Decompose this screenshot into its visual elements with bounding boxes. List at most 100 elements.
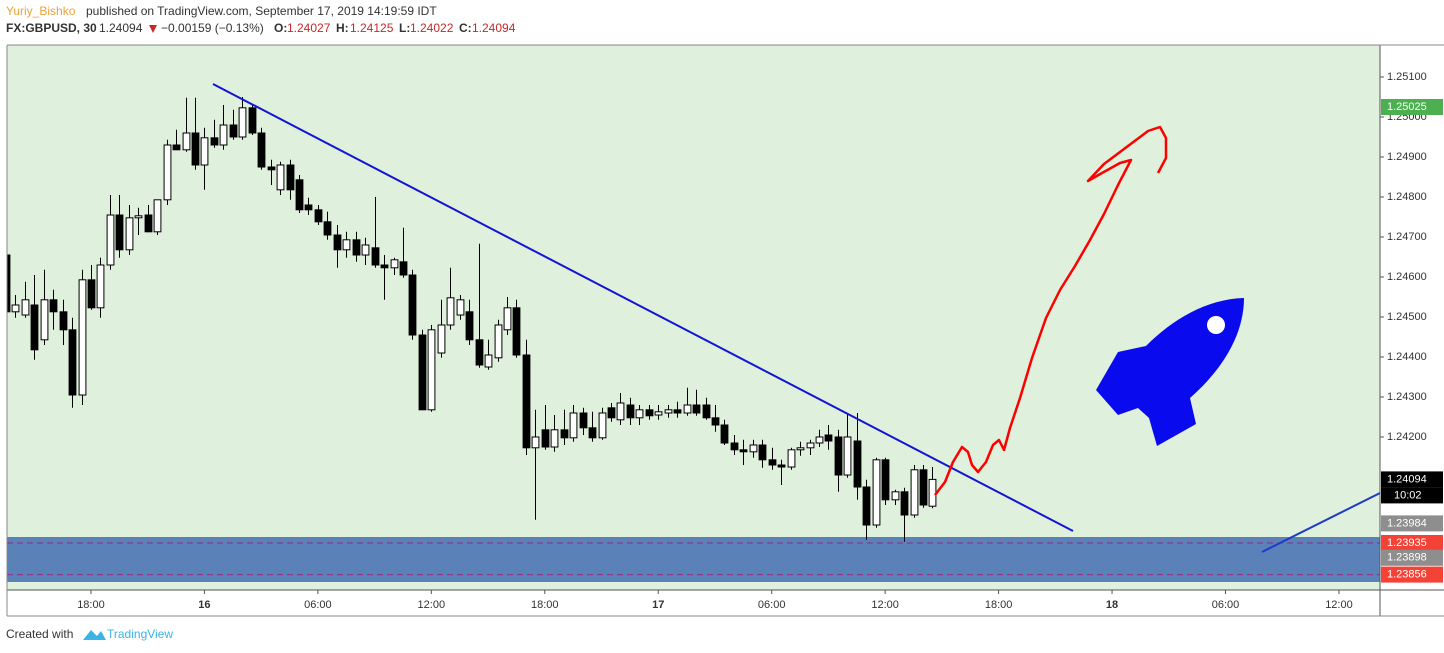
- x-tick-label: 12:00: [418, 599, 446, 611]
- x-tick-label: 18:00: [985, 599, 1013, 611]
- candle-body: [560, 429, 569, 439]
- footer: Created with: [6, 627, 73, 641]
- candle-body: [68, 329, 77, 396]
- candle-body: [635, 409, 644, 419]
- candle-body: [219, 124, 228, 146]
- candle-body: [541, 429, 550, 448]
- low-value: 1.24022: [410, 21, 454, 35]
- symbol: FX:GBPUSD, 30: [6, 21, 97, 35]
- close-label: C:: [459, 21, 472, 35]
- candle-body: [191, 132, 200, 166]
- candle-body: [531, 436, 540, 449]
- down-arrow: [149, 25, 157, 33]
- candle-body: [87, 279, 96, 309]
- y-tick-label: 1.24600: [1387, 271, 1427, 283]
- y-tick-label: 1.25100: [1387, 71, 1427, 83]
- x-tick-label: 18:00: [77, 599, 105, 611]
- candle-body: [824, 434, 833, 442]
- price-marker-label: 1.24094: [1387, 473, 1427, 485]
- x-tick-label: 18:00: [531, 599, 559, 611]
- candle-body: [229, 124, 238, 138]
- candle-body: [437, 324, 446, 354]
- price-marker-label: 1.23984: [1387, 517, 1427, 529]
- candle-body: [30, 304, 39, 351]
- price-marker-label: 1.23856: [1387, 569, 1427, 581]
- candle-body: [598, 412, 607, 439]
- candle-body: [616, 402, 625, 421]
- publish-info: published on TradingView.com, September …: [86, 4, 437, 18]
- y-tick-label: 1.24500: [1387, 311, 1427, 323]
- x-tick-label: 12:00: [1325, 599, 1353, 611]
- candle-body: [153, 199, 162, 233]
- candle-body: [106, 214, 115, 266]
- price-marker: [1381, 535, 1443, 551]
- candle-body: [881, 459, 890, 501]
- y-tick-label: 1.24900: [1387, 151, 1427, 163]
- candle-body: [380, 264, 389, 269]
- candle-body: [182, 132, 191, 151]
- plot-background: [7, 45, 1380, 590]
- x-tick-label: 06:00: [304, 599, 332, 611]
- candle-body: [626, 404, 635, 419]
- candle-body: [512, 307, 521, 356]
- candle-body: [456, 299, 465, 316]
- x-tick-label: 06:00: [758, 599, 786, 611]
- candle-body: [768, 459, 777, 466]
- rocket: [1096, 298, 1244, 446]
- y-tick-label: 1.24300: [1387, 391, 1427, 403]
- trend-line: [212, 83, 1074, 532]
- candle-body: [730, 442, 739, 451]
- candle-body: [295, 179, 304, 211]
- candle-body: [834, 436, 843, 476]
- candle-body: [910, 469, 919, 516]
- candle-body: [427, 329, 436, 411]
- x-tick-label: 12:00: [871, 599, 899, 611]
- trend-line-2: [1261, 492, 1380, 553]
- x-tick-label: 18: [1106, 599, 1118, 611]
- high-label: H:: [336, 21, 349, 35]
- change: −0.00159 (−0.13%): [161, 21, 264, 35]
- candle-body: [408, 274, 417, 336]
- candle-body: [673, 409, 682, 414]
- candle-body: [276, 164, 285, 191]
- candle-body: [172, 144, 181, 151]
- candle-body: [78, 279, 87, 396]
- candle-body: [484, 354, 493, 368]
- open-label: O:: [274, 21, 287, 35]
- candle-body: [96, 264, 105, 309]
- candle-body: [248, 107, 257, 134]
- candle-body: [702, 404, 711, 419]
- candle-body: [872, 459, 881, 526]
- tv-logo: [83, 630, 106, 640]
- price-marker-label: 1.23935: [1387, 537, 1427, 549]
- candle-body: [40, 299, 49, 341]
- price-marker: [1381, 471, 1443, 488]
- price-marker: [1381, 566, 1443, 583]
- low-label: L:: [399, 21, 410, 35]
- candle-body: [711, 417, 720, 426]
- candle-body: [475, 339, 484, 366]
- candle-body: [579, 412, 588, 429]
- candle-body: [361, 244, 370, 256]
- candle-body: [257, 132, 266, 168]
- close-value: 1.24094: [472, 21, 516, 35]
- drawings: [212, 83, 1380, 553]
- candle-body: [418, 334, 427, 411]
- candle-body: [11, 304, 20, 313]
- candle-body: [371, 247, 380, 266]
- candle-body: [7, 254, 11, 313]
- x-tick-label: 06:00: [1212, 599, 1240, 611]
- candle-body: [806, 442, 815, 449]
- rocket-window: [1207, 316, 1225, 334]
- price-marker: [1381, 515, 1443, 532]
- candle-body: [588, 427, 597, 439]
- candle-body: [115, 214, 124, 251]
- y-tick-label: 1.24700: [1387, 231, 1427, 243]
- candle-body: [843, 436, 852, 476]
- y-tick-label: 1.24400: [1387, 351, 1427, 363]
- candle-body: [522, 354, 531, 449]
- countdown: 10:02: [1394, 489, 1422, 501]
- footer-brand: TradingView: [107, 627, 173, 641]
